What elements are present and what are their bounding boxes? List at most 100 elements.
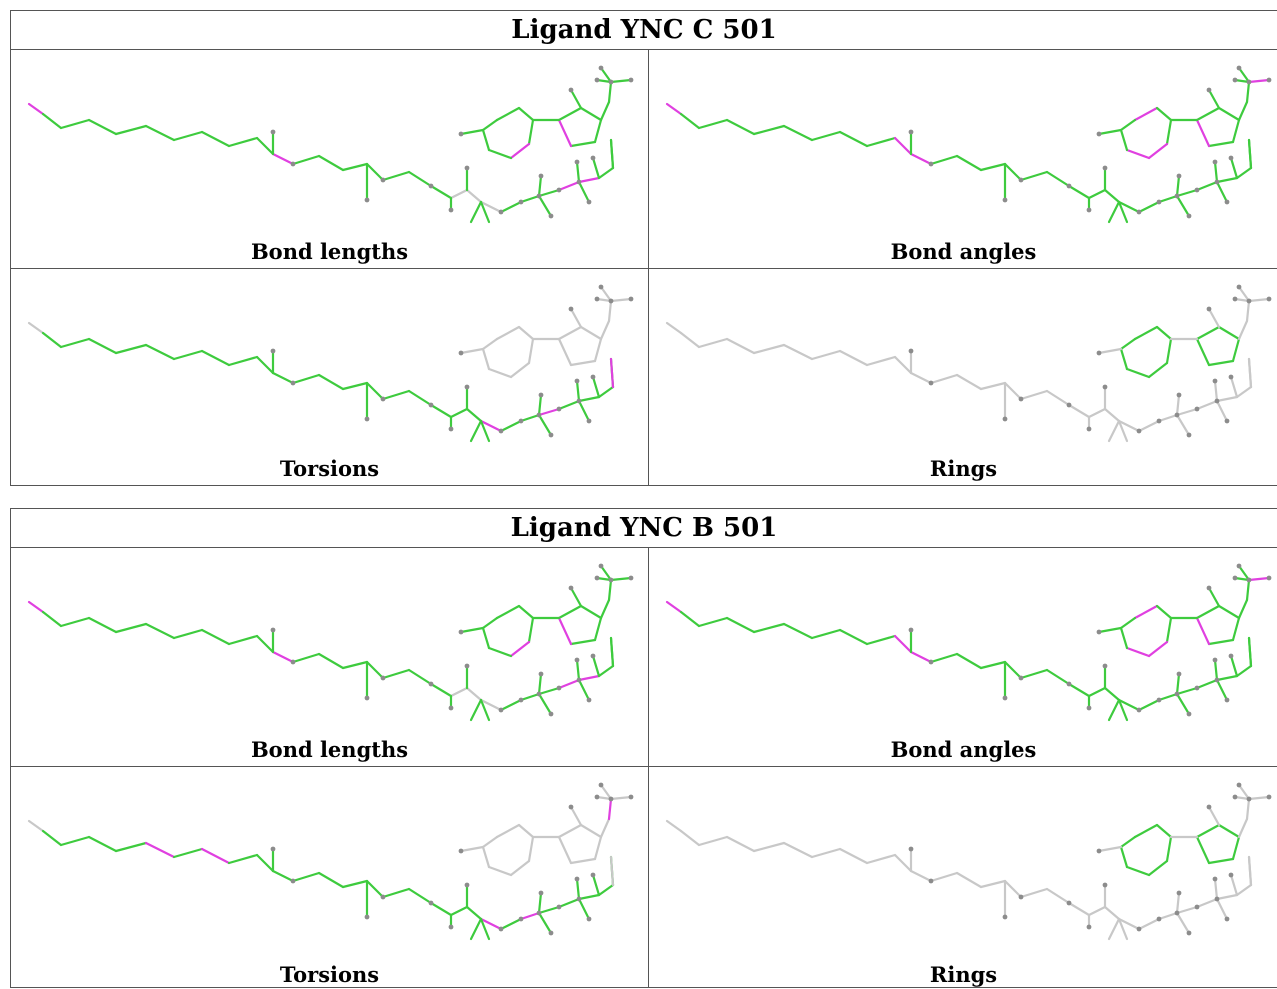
bond [459,845,485,853]
atom [1066,183,1072,189]
bond [200,847,231,865]
bond [577,674,601,682]
atom [428,183,434,189]
bond [577,893,601,901]
bond [569,88,583,110]
atom [270,846,276,852]
bond [1195,118,1211,148]
atom [290,659,296,665]
bond [1133,823,1159,839]
bond [1003,879,1023,899]
bond [1247,357,1253,389]
bond [27,102,45,116]
bond [479,419,491,443]
bond [114,343,148,355]
bond [255,634,275,654]
atom [1176,890,1182,896]
atom [1236,782,1242,788]
atom [538,173,544,179]
atom [518,418,524,424]
bond [172,847,204,859]
bond [537,672,543,696]
panel-caption: Bond angles [890,239,1037,264]
atom [586,199,592,205]
bond [607,797,613,821]
bond [577,678,591,702]
bond [1133,604,1159,620]
bond [381,389,411,401]
atom [464,663,470,669]
atom [1174,691,1180,697]
bond [271,371,295,385]
bond [1215,180,1229,204]
panel-caption: Rings [929,456,998,481]
atom [270,129,276,135]
atom [458,629,464,635]
atom [364,914,370,920]
bond [291,652,321,664]
bond [1117,698,1129,722]
atom [1212,657,1218,663]
bond [517,604,535,620]
bond [569,359,597,367]
atom [1102,384,1108,390]
bond [609,576,633,582]
bond [519,194,541,204]
bond [725,337,756,355]
bond [1157,194,1179,204]
bond [1119,845,1129,869]
bond [597,385,615,399]
bond [537,686,561,696]
bond [979,660,1007,670]
atom [1232,296,1238,302]
bond [1175,686,1199,696]
atom [574,378,580,384]
bond [597,166,615,180]
atom [290,380,296,386]
ligand-title: Ligand YNC C 501 [11,11,1277,50]
bond [1103,686,1121,702]
atom [1246,79,1252,85]
bond [200,130,231,148]
bond [1175,692,1191,716]
bond [481,118,499,132]
bond [1155,106,1173,122]
bond [465,905,483,921]
bond [1235,664,1253,678]
bond [1097,626,1123,634]
bond [1237,817,1249,839]
bond [59,118,91,130]
bond [1067,403,1091,419]
atom [576,398,582,404]
bond [1125,646,1151,658]
bond [679,331,701,349]
atom [1212,159,1218,165]
atom [590,872,596,878]
bond [487,865,513,877]
bond [1147,361,1169,379]
ligand-table-1: Ligand YNC C 501 Bond lengths Bond angle… [10,10,1277,486]
atom [576,896,582,902]
bond [599,598,611,620]
atom [1136,428,1142,434]
bond [172,130,204,142]
atom [1176,671,1182,677]
atom [1224,916,1230,922]
bond [1237,783,1251,801]
bond [227,634,259,646]
bond [1245,578,1251,602]
panel-caption: Bond lengths [250,239,409,264]
atom [448,426,454,432]
bond [597,883,615,897]
atom [1156,697,1162,703]
atom [1018,177,1024,183]
bond [59,835,91,847]
bond [1019,389,1049,401]
bond [41,610,63,628]
bond [1195,399,1219,411]
bond [1155,823,1173,839]
bond [810,130,842,142]
bond [569,140,597,148]
bond [1245,80,1251,104]
bond [509,361,531,379]
